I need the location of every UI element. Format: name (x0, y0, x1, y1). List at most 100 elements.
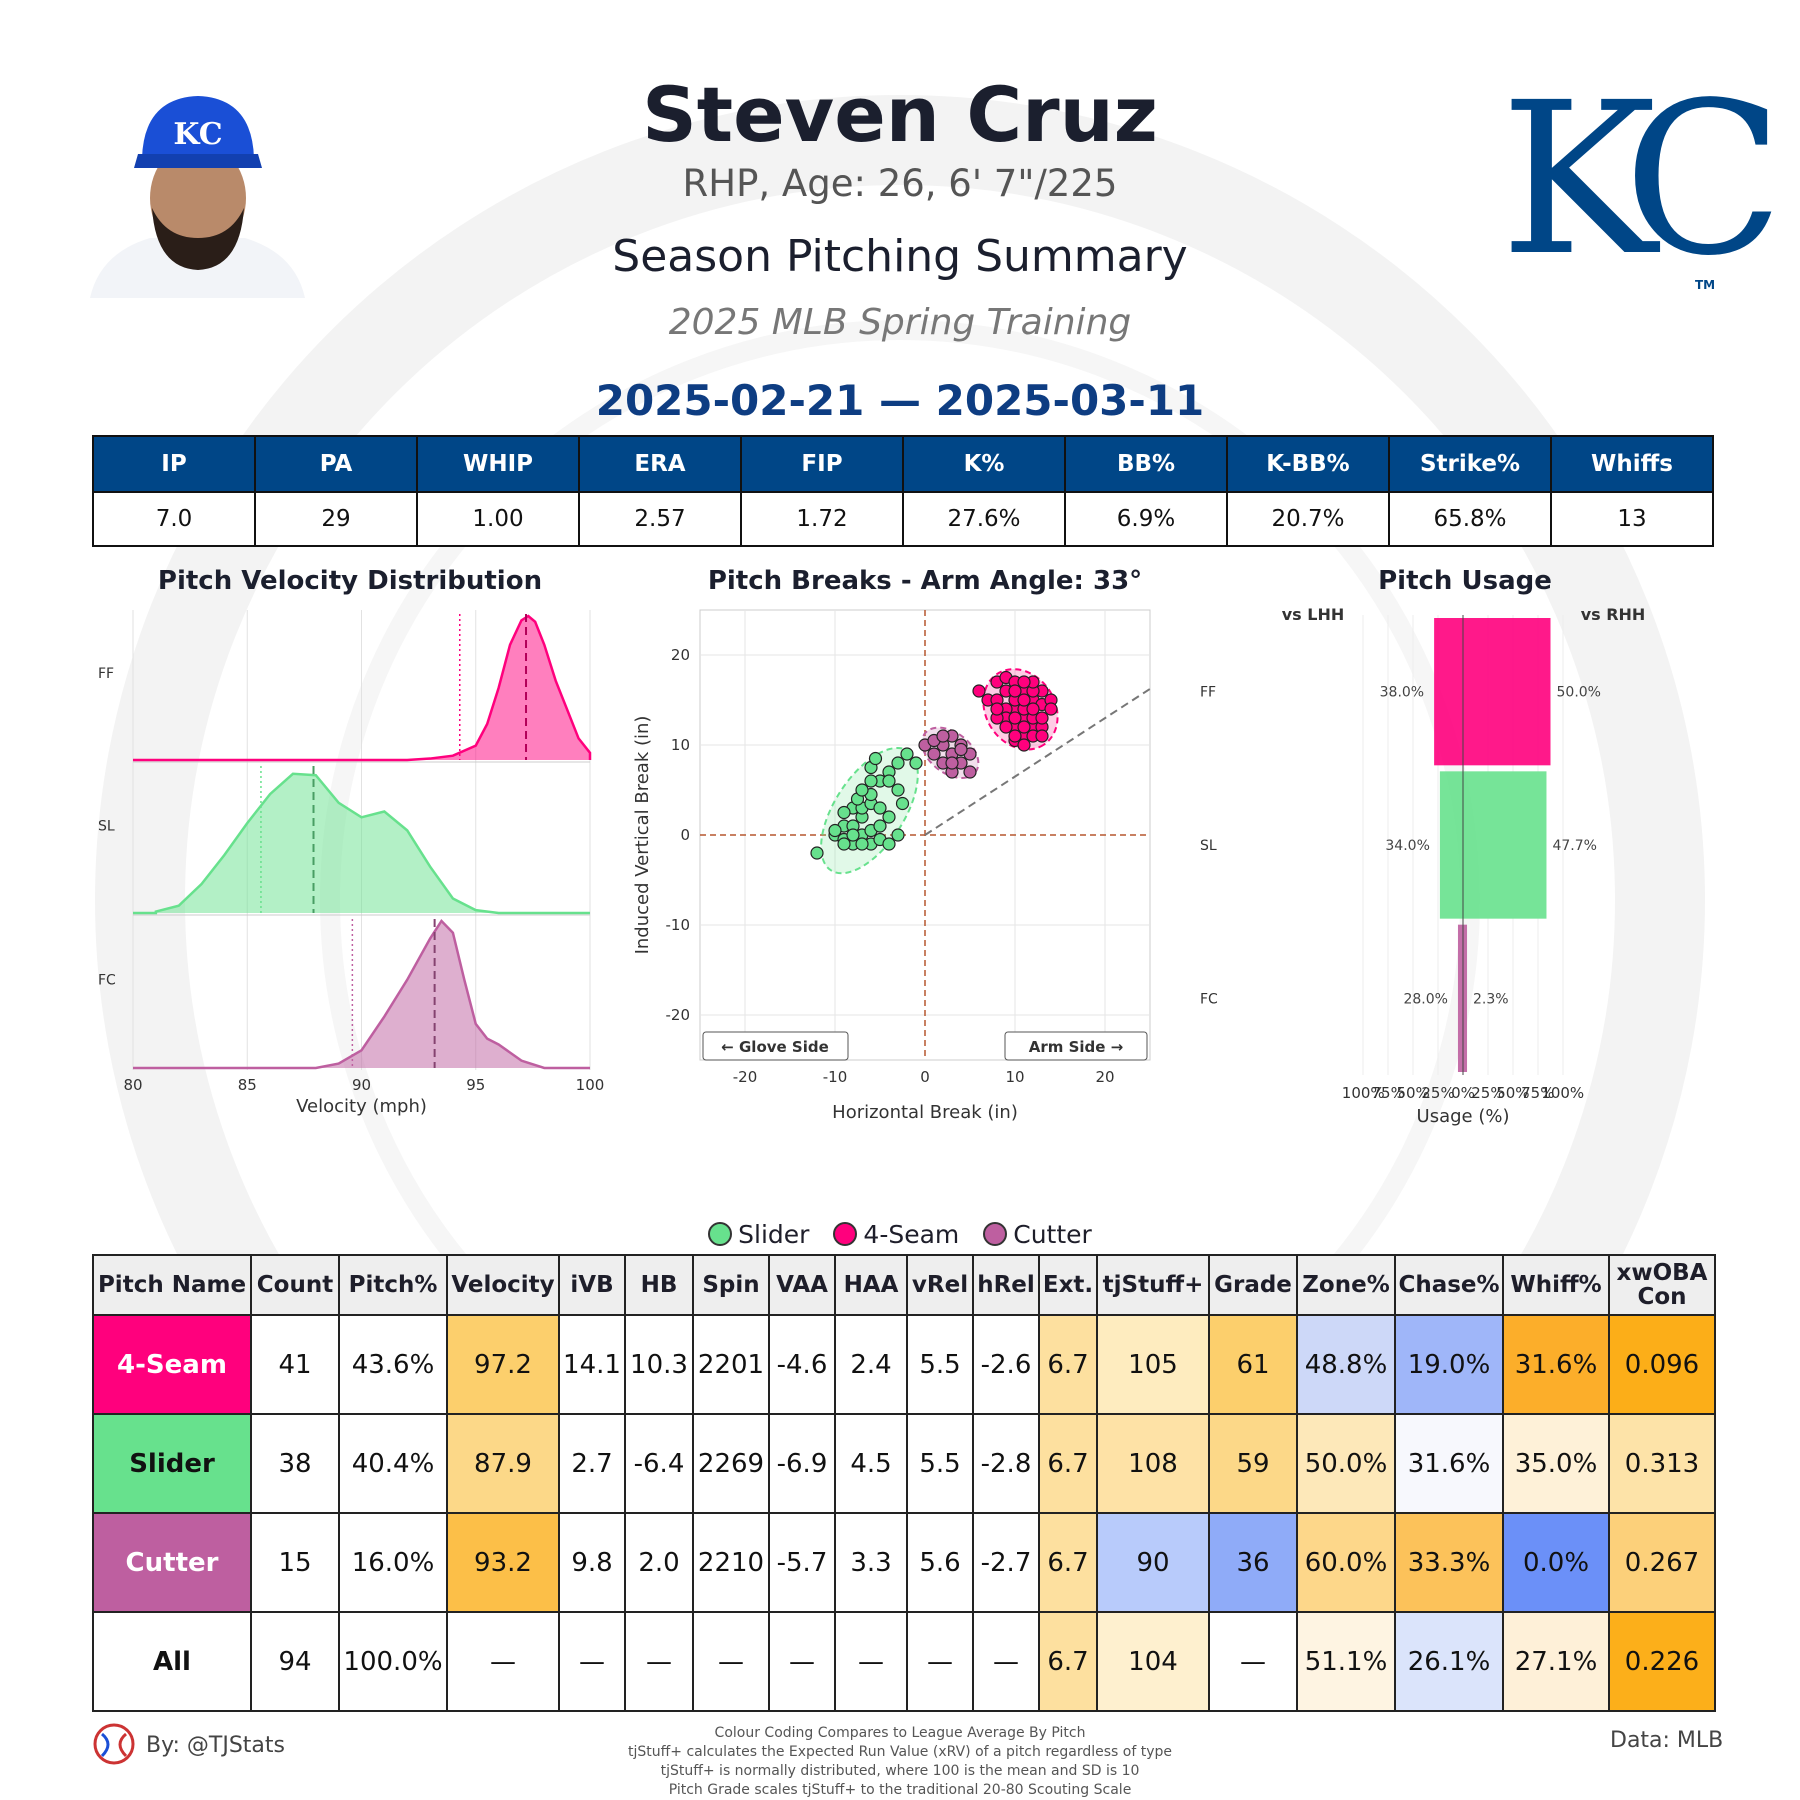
stats-header-cell: ERA (578, 435, 742, 493)
y-axis-label: Induced Vertical Break (in) (632, 716, 653, 955)
table-cell: — (1208, 1611, 1298, 1712)
table-cell: — (558, 1611, 626, 1712)
pitch-table-header-cell: xwOBA Con (1608, 1254, 1716, 1316)
scatter-point-FC (936, 729, 950, 743)
pitch-table-header-cell: HB (624, 1254, 694, 1316)
pitch-name-cell: All (92, 1611, 252, 1712)
pitch-table-header-cell: VAA (768, 1254, 836, 1316)
scatter-point-SL (895, 796, 910, 811)
legend-swatch (833, 1222, 858, 1246)
x-axis-label: Horizontal Break (in) (832, 1102, 1018, 1123)
table-cell: 16.0% (338, 1512, 448, 1613)
scatter-point-SL (873, 801, 887, 815)
scatter-point-FF (1044, 702, 1058, 716)
pitch-type-label: FF (1200, 685, 1216, 701)
data-source: Data: MLB (1610, 1728, 1724, 1753)
table-cell: 15 (250, 1512, 340, 1613)
pitch-table-header-cell: Ext. (1038, 1254, 1098, 1316)
pitch-breaks-chart: -20 -10 0 10 20 20 10 0 -10 -20 Horizontal Break (… (632, 609, 1151, 1123)
table-cell: 5.5 (906, 1413, 974, 1514)
stats-header-cell: PA (254, 435, 418, 493)
table-cell: 94 (250, 1611, 340, 1712)
x-tick-label: 95 (466, 1076, 485, 1094)
pitch-type-label: FF (98, 666, 114, 682)
pitch-type-label: SL (98, 819, 115, 835)
table-cell: 6.7 (1038, 1512, 1098, 1613)
x-tick-label: 10 (1005, 1068, 1024, 1086)
table-cell: 4.5 (834, 1413, 908, 1514)
scatter-point-FF (990, 702, 1004, 716)
scatter-point-FF (999, 720, 1013, 734)
arm-side-box (1004, 1031, 1148, 1061)
event-name: 2025 MLB Spring Training (668, 302, 1132, 343)
scatter-point-FF (1017, 675, 1031, 689)
team-logo-tm: TM (1695, 278, 1716, 292)
scatter-point-FF (1017, 693, 1031, 707)
usage-value-label: 28.0% (1403, 991, 1447, 1007)
table-row: Cutter 15 16.0% 93.2 9.8 2.0 2210 -5.7 3.3 5.6 -2.… (92, 1512, 1716, 1613)
stats-value-cell: 29 (254, 491, 418, 547)
pitch-legend: Slider 4-Seam Cutter (700, 1220, 1100, 1249)
table-cell: — (834, 1611, 908, 1712)
scatter-point-FC (945, 756, 959, 770)
scatter-point-SL (846, 828, 860, 842)
season-stats-table: IP PA WHIP ERA FIP K% BB% K-BB% Strike% … (92, 435, 1714, 547)
player-bio: RHP, Age: 26, 6' 7"/225 (682, 162, 1118, 205)
legend-label: 4-Seam (863, 1220, 960, 1249)
cap-logo: KC (173, 117, 222, 152)
pitch-table-header-row: Pitch Name Count Pitch% Velocity iVB HB Spin VA… (92, 1254, 1716, 1316)
table-cell: 5.5 (906, 1314, 974, 1415)
table-cell: 51.1% (1296, 1611, 1396, 1712)
pitch-table-header-cell: Grade (1208, 1254, 1298, 1316)
table-cell: 6.7 (1038, 1314, 1098, 1415)
density-area-FC (133, 921, 590, 1068)
table-cell: 0.0% (1502, 1512, 1610, 1613)
stats-header-cell: K% (902, 435, 1066, 493)
scatter-point-SL (855, 783, 869, 797)
pitch-table-header-cell: Whiff% (1502, 1254, 1610, 1316)
stats-value-cell: 6.9% (1064, 491, 1228, 547)
table-cell: — (906, 1611, 974, 1712)
x-tick-label: 20 (1095, 1068, 1114, 1086)
usage-bar-lhh-FC (1457, 924, 1463, 1072)
table-cell: 93.2 (446, 1512, 560, 1613)
x-tick-label: 50% (1396, 1084, 1429, 1102)
stats-value-cell: 1.72 (740, 491, 904, 547)
table-cell: 9.8 (558, 1512, 626, 1613)
footnote-line: tjStuff+ is normally distributed, where … (660, 1763, 1140, 1779)
scatter-point-FC (954, 742, 968, 757)
scatter-point-SL (882, 810, 896, 824)
scatter-point-SL (855, 837, 869, 851)
footnote-line: Colour Coding Compares to League Average… (714, 1725, 1086, 1741)
stats-header-cell: BB% (1064, 435, 1228, 493)
x-tick-label: -10 (823, 1068, 848, 1086)
byline: By: @TJStats (146, 1733, 286, 1758)
usage-value-label: 34.0% (1385, 838, 1429, 854)
x-tick-label: 100% (1342, 1084, 1385, 1102)
x-tick-label: 50% (1496, 1084, 1529, 1102)
stats-value-cell: 20.7% (1226, 491, 1390, 547)
table-cell: 48.8% (1296, 1314, 1396, 1415)
table-cell: 14.1 (558, 1314, 626, 1415)
usage-value-label: 47.7% (1552, 838, 1596, 854)
player-headshot: KC (90, 88, 305, 298)
scatter-point-FF (1035, 729, 1049, 743)
x-tick-label: 100% (1541, 1084, 1584, 1102)
table-cell: 90 (1096, 1512, 1210, 1613)
table-cell: 36 (1208, 1512, 1298, 1613)
pitch-table-header-cell: hRel (972, 1254, 1040, 1316)
table-cell: -6.9 (768, 1413, 836, 1514)
pitch-table-header-cell: Velocity (446, 1254, 560, 1316)
footnotes: Colour Coding Compares to League Average… (560, 1724, 1240, 1800)
scatter-point-SL (882, 837, 896, 851)
x-tick-label: -20 (733, 1068, 758, 1086)
scatter-point-SL (909, 756, 923, 770)
table-cell: 41 (250, 1314, 340, 1415)
table-cell: 105 (1096, 1314, 1210, 1415)
table-cell: -5.7 (768, 1512, 836, 1613)
pitch-type-label: SL (1200, 838, 1217, 854)
scatter-point-FF (1008, 711, 1022, 725)
pitch-table-header-cell: iVB (558, 1254, 626, 1316)
pitch-name-cell: Cutter (92, 1512, 252, 1613)
stats-header-cell: Whiffs (1550, 435, 1714, 493)
